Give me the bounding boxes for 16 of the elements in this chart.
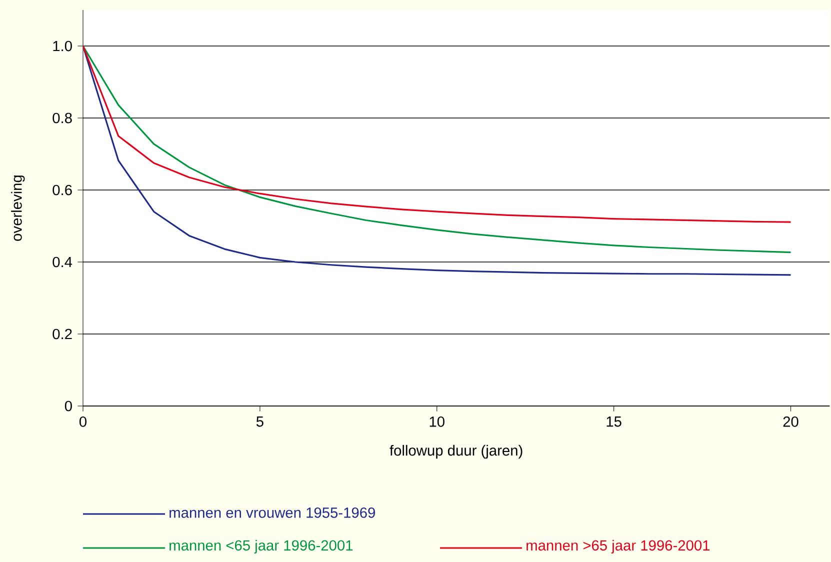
x-tick-label: 5 (256, 416, 264, 427)
y-tick-label: 0.2 (52, 328, 72, 340)
x-tick-label: 10 (430, 416, 444, 427)
x-tick-label: 20 (783, 416, 798, 427)
y-tick-label: 1.0 (53, 40, 72, 52)
x-axis-title: followup duur (jaren) (390, 444, 522, 459)
text: mannen <65 jaar 1996-2001 (170, 540, 353, 554)
text: mannen >65 jaar 1996-2001 (526, 540, 710, 554)
y-tick-label: 0.4 (52, 256, 72, 268)
y-axis-title: overleving (11, 176, 25, 241)
x-tick-label: 0 (79, 416, 86, 427)
x-tick-label: 15 (606, 416, 622, 427)
y-tick-label: 0.6 (52, 184, 72, 196)
y-tick-label: 0.8 (52, 112, 72, 124)
text: mannen en vrouwen 1955-1969 (170, 507, 375, 518)
y-tick-label: 0 (64, 400, 72, 412)
